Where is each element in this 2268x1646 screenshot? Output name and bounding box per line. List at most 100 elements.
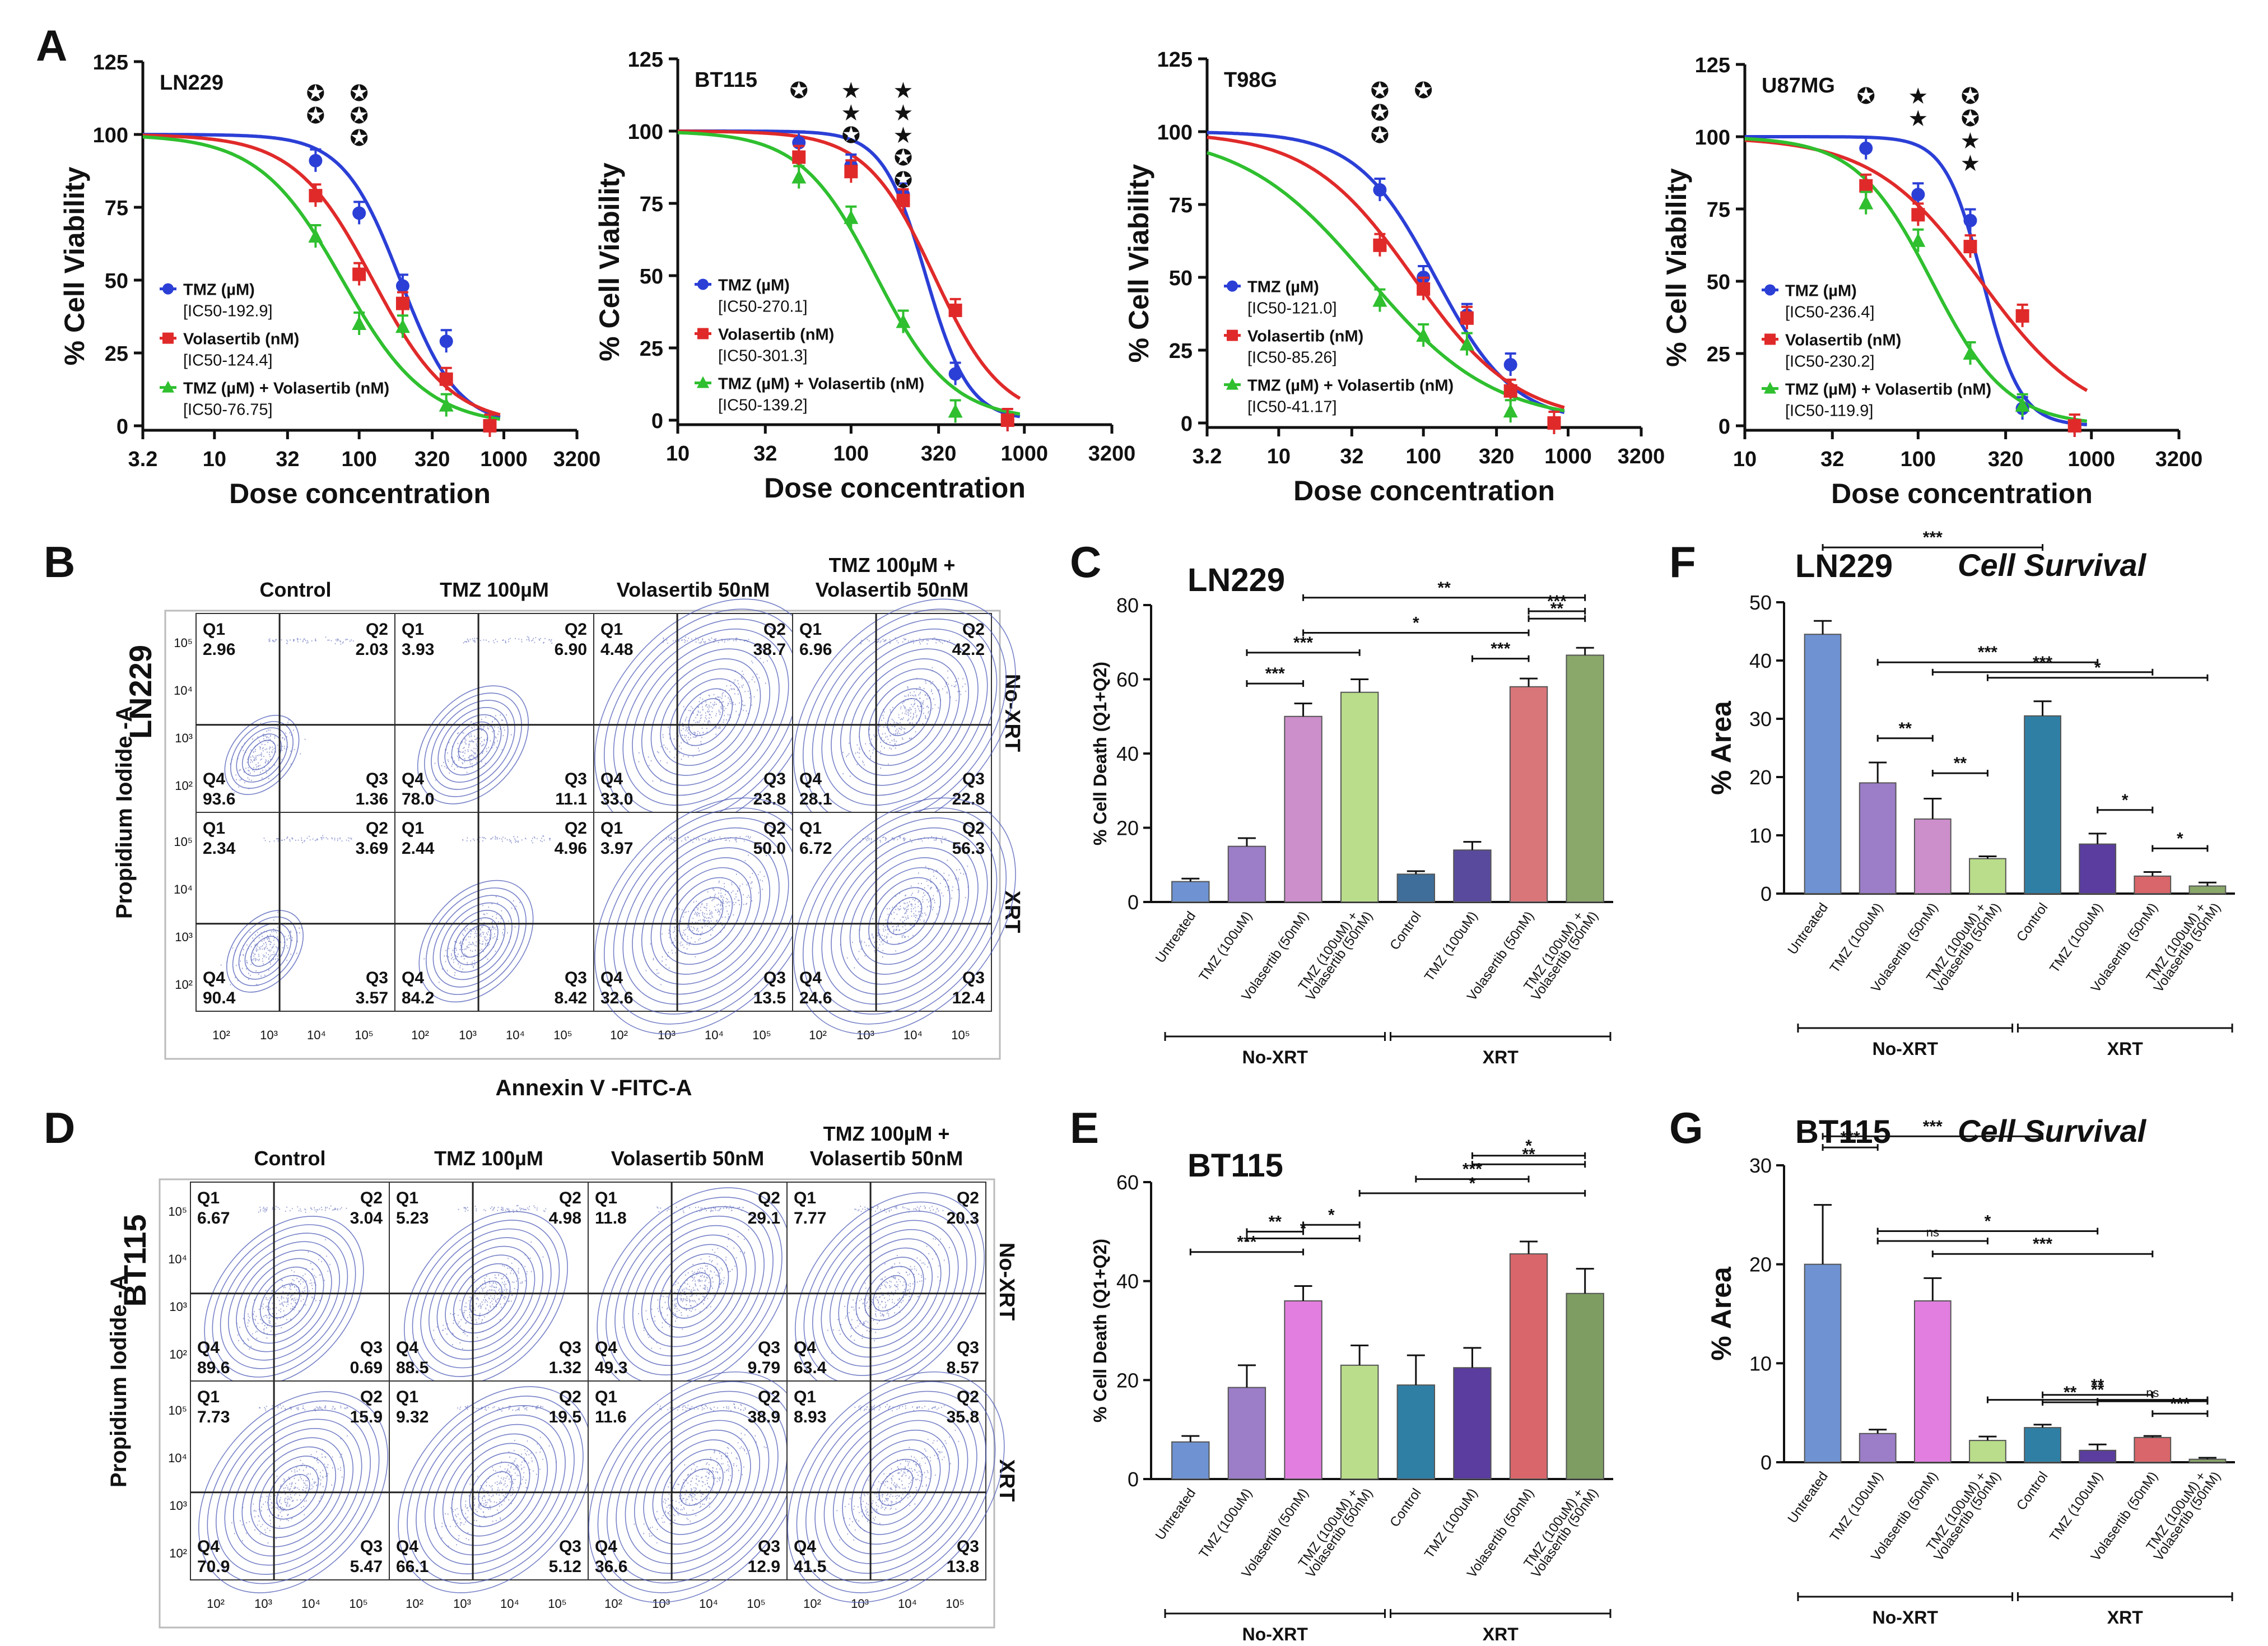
x-tick-label: 10² — [604, 1597, 622, 1611]
contour-line — [821, 827, 988, 1005]
contour-line — [802, 608, 1007, 826]
y-tick-label: 25 — [1169, 340, 1193, 363]
quadrant-name: Q3 — [565, 969, 587, 987]
bar — [1284, 1300, 1322, 1480]
legend-ic50: [IC50-270.1] — [718, 297, 808, 315]
contour-line — [420, 1228, 552, 1369]
significance-symbol: ✪ — [306, 81, 325, 106]
quadrant-name: Q1 — [197, 1388, 220, 1406]
data-point — [1373, 183, 1387, 197]
significance-label: *** — [1237, 1233, 1256, 1252]
contour-line — [877, 887, 932, 945]
data-point — [308, 229, 323, 243]
quadrant-name: Q1 — [600, 620, 623, 639]
quadrant-value: 4.96 — [555, 839, 587, 858]
contour-line — [632, 1225, 756, 1357]
significance-label: ** — [1269, 1212, 1282, 1231]
category-label: Untreated — [1153, 1486, 1199, 1543]
quadrant-name: Q4 — [799, 969, 822, 987]
significance-label: *** — [2033, 653, 2052, 672]
data-point — [395, 319, 410, 333]
contour-line — [417, 685, 529, 805]
data-point — [1963, 213, 1977, 227]
x-tick-label: 320 — [921, 442, 956, 466]
x-axis-title: Annexin V -FITC-A — [495, 1076, 692, 1100]
bar-chart-c: 0 20 40 60 80 % Cell Death (Q1+Q2) LN229 Untrea… — [1090, 562, 1613, 1067]
quadrant-name: Q1 — [799, 819, 822, 838]
significance-label: ** — [1437, 579, 1451, 597]
legend-label: Volasertib (nM) — [1247, 328, 1363, 346]
y-tick-label: 0 — [1181, 412, 1193, 436]
x-tick-label: 32 — [1820, 448, 1844, 471]
significance-label: *** — [1547, 592, 1567, 611]
flow-plot: Q12.44 Q24.96 Q3 8.42 Q4 84.2 — [394, 812, 594, 1012]
x-tick-label: 3200 — [553, 448, 601, 471]
contour-line — [625, 1410, 770, 1564]
x-tick-label: 100 — [1405, 445, 1441, 468]
x-axis-title: Dose concentration — [1293, 475, 1555, 506]
x-tick-label: 10 — [1733, 448, 1757, 471]
significance-label: *** — [1265, 664, 1285, 683]
y-tick-label: 125 — [628, 48, 663, 72]
bar — [1969, 858, 2006, 894]
significance-symbol: ✪ — [1371, 101, 1390, 125]
contour-line — [432, 895, 520, 988]
contour-line — [805, 1391, 987, 1584]
quadrant-name: Q2 — [957, 1388, 979, 1406]
quadrant-value: 12.4 — [952, 989, 985, 1007]
chart-title: BT115 — [1187, 1147, 1283, 1184]
quadrant-name: Q4 — [402, 770, 424, 788]
quadrant-value: 5.47 — [350, 1557, 383, 1576]
data-point — [1416, 328, 1431, 342]
quadrant-value: 78.0 — [402, 790, 434, 808]
quadrant-value: 7.77 — [794, 1209, 826, 1227]
fit-curve — [1745, 135, 2088, 426]
event-dots-band — [268, 636, 354, 645]
x-axis-title: Dose concentration — [1831, 478, 2093, 509]
group-label: XRT — [2107, 1607, 2143, 1628]
quadrant-value: 8.57 — [947, 1359, 979, 1377]
significance-label: *** — [2170, 1394, 2190, 1413]
bar — [2024, 715, 2061, 895]
significance-symbol: ✪ — [1856, 84, 1875, 109]
legend-marker — [162, 283, 174, 295]
significance-label: * — [2177, 829, 2183, 848]
data-point — [1963, 346, 1978, 360]
legend-label: Volasertib (nM) — [183, 331, 299, 348]
category-label: TMZ (100uM) — [1827, 1469, 1886, 1545]
x-tick-label: 10⁴ — [904, 1028, 923, 1042]
y-tick-label: 10² — [169, 1546, 187, 1560]
quadrant-value: 15.9 — [350, 1408, 383, 1426]
contour-line — [838, 1238, 942, 1349]
legend-label: TMZ (µM) — [1247, 278, 1319, 296]
data-point — [352, 316, 367, 330]
category-label: Untreated — [1153, 909, 1199, 966]
quadrant-value: 2.03 — [356, 640, 388, 659]
contour-line — [614, 1206, 774, 1375]
panel-letter-c: C — [1070, 537, 1101, 587]
contour-line — [802, 807, 1007, 1025]
chart-title: LN229 — [1187, 562, 1285, 598]
quadrant-value: 70.9 — [197, 1557, 230, 1576]
flow-plot-frame — [195, 613, 395, 813]
contour-line — [460, 924, 492, 958]
cell-line-label: BT115 — [117, 1215, 152, 1307]
bar — [2134, 875, 2172, 895]
quadrant-value: 8.42 — [555, 989, 587, 1007]
contour-line — [793, 797, 1016, 1035]
legend-ic50: [IC50-236.4] — [1785, 303, 1875, 321]
event-dots-band — [854, 1404, 945, 1412]
quadrant-name: Q1 — [794, 1388, 816, 1406]
contour-line — [829, 1229, 951, 1358]
contour-line — [688, 698, 724, 736]
quadrant-name: Q4 — [794, 1537, 816, 1556]
quadrant-value: 1.36 — [356, 790, 388, 808]
quadrant-name: Q1 — [402, 620, 424, 639]
event-dots — [634, 1429, 767, 1543]
y-tick-label: 10⁵ — [168, 1403, 187, 1417]
x-tick-label: 10⁴ — [307, 1028, 326, 1042]
x-tick-label: 10³ — [856, 1028, 874, 1042]
quadrant-name: Q2 — [957, 1189, 979, 1207]
